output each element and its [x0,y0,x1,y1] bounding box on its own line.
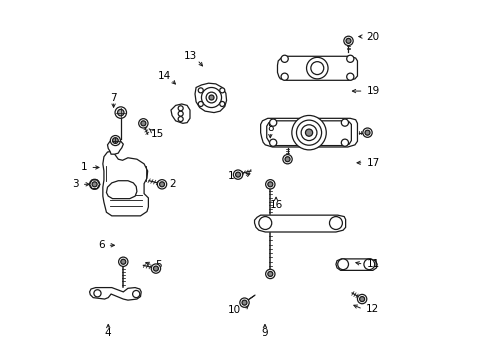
Text: 9: 9 [261,328,268,338]
Circle shape [343,36,352,45]
Circle shape [310,62,323,75]
Circle shape [239,298,249,307]
Circle shape [132,291,140,298]
Text: 3: 3 [72,179,79,189]
Circle shape [219,88,224,93]
Text: 17: 17 [366,158,379,168]
Circle shape [206,92,217,103]
Circle shape [178,106,183,111]
Circle shape [341,139,348,146]
Circle shape [112,138,118,143]
Circle shape [153,266,158,271]
Text: 15: 15 [151,129,164,139]
Text: 12: 12 [365,304,378,314]
Text: 2: 2 [169,179,176,189]
Circle shape [258,217,271,229]
Circle shape [178,117,183,122]
Circle shape [115,107,126,118]
Circle shape [94,290,101,297]
Circle shape [329,217,342,229]
Circle shape [121,259,125,264]
Text: 7: 7 [110,93,117,103]
Circle shape [341,119,348,126]
Polygon shape [107,140,123,154]
Text: 18: 18 [227,171,241,181]
Polygon shape [89,288,141,300]
Text: 10: 10 [227,305,241,315]
Circle shape [285,157,289,162]
Polygon shape [102,151,148,216]
Polygon shape [106,181,137,199]
Circle shape [291,116,325,150]
Circle shape [265,180,274,189]
Text: 5: 5 [155,260,162,270]
Text: 6: 6 [98,240,104,250]
Circle shape [117,109,124,116]
Circle shape [92,182,97,187]
Circle shape [269,139,276,146]
Polygon shape [254,215,345,232]
Circle shape [89,179,100,189]
Circle shape [208,95,214,100]
Circle shape [301,125,316,140]
Circle shape [364,130,369,135]
Circle shape [151,264,160,273]
Circle shape [233,170,242,179]
Circle shape [362,128,371,137]
Circle shape [198,88,203,93]
Circle shape [281,73,287,80]
Circle shape [178,111,183,116]
Circle shape [119,257,128,266]
Circle shape [357,294,366,304]
Circle shape [219,102,224,107]
Text: 13: 13 [183,51,197,61]
Circle shape [305,129,312,136]
Circle shape [141,121,145,126]
Text: 1: 1 [81,162,87,172]
Polygon shape [171,104,190,123]
Circle shape [296,120,321,145]
Circle shape [306,57,327,79]
Circle shape [242,300,246,305]
Circle shape [157,180,166,189]
Polygon shape [260,118,357,147]
Polygon shape [195,83,226,113]
Text: 19: 19 [366,86,379,96]
Circle shape [265,269,274,279]
Circle shape [198,102,203,107]
Circle shape [110,135,120,145]
Circle shape [359,297,364,302]
Circle shape [346,55,353,62]
Circle shape [267,271,272,276]
Polygon shape [335,259,376,270]
Circle shape [282,154,292,164]
Circle shape [269,119,276,126]
Circle shape [159,182,164,187]
Text: 14: 14 [158,71,171,81]
Polygon shape [266,121,351,145]
Text: 20: 20 [366,32,379,41]
Text: 4: 4 [105,328,111,338]
Polygon shape [277,56,357,80]
Circle shape [281,55,287,62]
Text: 8: 8 [266,123,273,133]
Circle shape [346,73,353,80]
Circle shape [139,119,148,128]
Text: 11: 11 [366,259,379,269]
Circle shape [346,39,350,43]
Circle shape [267,182,272,187]
Circle shape [363,259,374,270]
Circle shape [201,87,221,108]
Circle shape [235,172,240,177]
Text: 16: 16 [269,200,282,210]
Circle shape [337,259,348,270]
